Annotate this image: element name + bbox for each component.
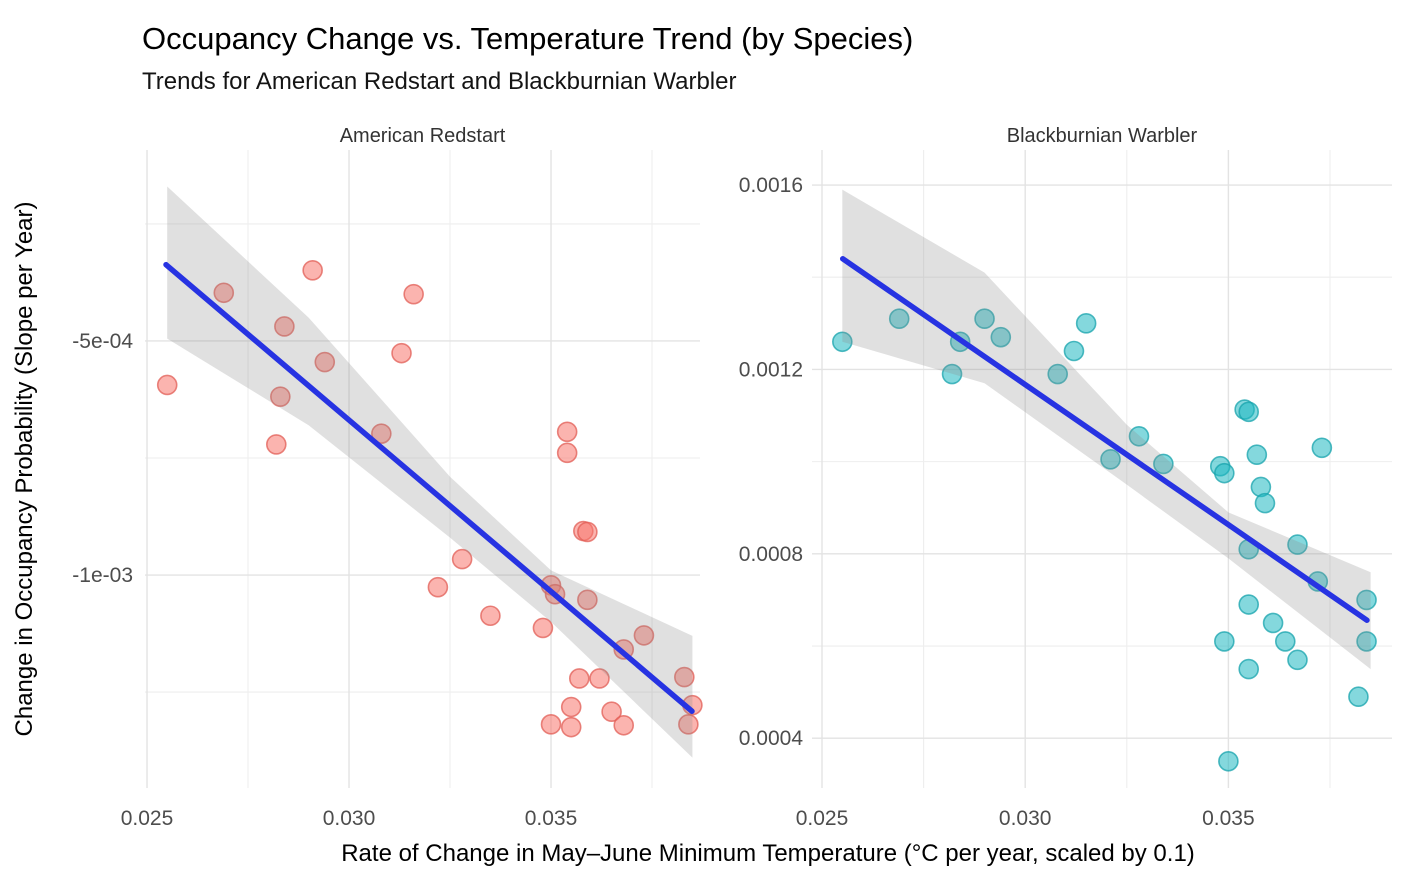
data-point — [451, 548, 473, 570]
y-axis-title: Change in Occupancy Probability (Slope p… — [11, 202, 38, 737]
data-point — [1128, 425, 1150, 447]
data-point — [974, 308, 995, 330]
data-point — [1311, 437, 1333, 459]
data-point — [1238, 658, 1260, 680]
data-point — [633, 625, 655, 646]
y-tick-label: 0.0012 — [739, 358, 803, 381]
x-tick-label: 0.035 — [1202, 807, 1255, 830]
data-point — [1254, 492, 1276, 514]
data-point — [403, 283, 424, 305]
data-point — [1153, 453, 1174, 475]
data-point — [888, 308, 910, 330]
data-point — [274, 316, 295, 337]
data-point — [1348, 686, 1369, 708]
data-point — [314, 351, 336, 373]
data-point — [568, 668, 590, 689]
data-point — [577, 521, 598, 543]
data-point — [678, 714, 699, 735]
facet-label: American Redstart — [340, 125, 506, 147]
data-point — [1262, 612, 1284, 634]
y-tick-label: 0.0004 — [739, 727, 804, 750]
data-point — [265, 434, 287, 455]
data-point — [532, 617, 554, 639]
data-point — [990, 326, 1012, 348]
data-point — [1356, 631, 1377, 652]
y-tick-label: -1e-03 — [72, 564, 133, 587]
confidence-ribbon — [842, 189, 1371, 670]
data-point — [1047, 363, 1069, 385]
trend-line — [839, 256, 1370, 623]
data-point — [601, 701, 622, 723]
data-point — [1246, 444, 1268, 466]
y-tick-label: 0.0016 — [739, 174, 803, 197]
data-point — [1218, 750, 1239, 772]
data-point — [270, 386, 291, 407]
data-point — [1214, 631, 1235, 652]
x-tick-label: 0.030 — [323, 807, 376, 830]
data-point — [302, 259, 323, 281]
x-tick-label: 0.025 — [796, 807, 849, 830]
data-point — [1100, 449, 1121, 470]
data-point — [1287, 534, 1308, 555]
facet-label: Blackburnian Warbler — [1007, 125, 1198, 147]
trend-line — [163, 261, 695, 714]
data-point — [577, 589, 598, 611]
data-point — [540, 714, 562, 735]
data-point — [427, 576, 449, 598]
data-point — [560, 696, 582, 718]
data-point — [1238, 401, 1260, 423]
data-point — [1356, 589, 1377, 611]
data-point — [1063, 340, 1085, 362]
data-point — [156, 374, 178, 396]
x-tick-label: 0.030 — [999, 807, 1052, 830]
data-point — [371, 423, 392, 444]
data-point — [941, 363, 963, 385]
x-tick-label: 0.035 — [525, 807, 578, 830]
y-tick-label: 0.0008 — [739, 543, 803, 566]
data-point — [1274, 631, 1296, 652]
data-point — [1214, 462, 1235, 484]
data-point — [556, 442, 578, 464]
data-point — [560, 716, 582, 738]
y-tick-label: -5e-04 — [72, 330, 133, 353]
data-point — [556, 421, 578, 443]
data-point — [391, 342, 412, 364]
chart-subtitle: Trends for American Redstart and Blackbu… — [142, 68, 736, 95]
data-point — [1238, 594, 1260, 615]
data-point — [1287, 649, 1308, 671]
data-point — [480, 605, 501, 627]
data-point — [213, 282, 235, 304]
data-point — [832, 331, 853, 353]
chart-title: Occupancy Change vs. Temperature Trend (… — [142, 21, 913, 56]
data-point — [1075, 313, 1097, 334]
data-point — [674, 666, 695, 688]
x-axis-title: Rate of Change in May–June Minimum Tempe… — [341, 840, 1195, 867]
data-point — [613, 714, 635, 736]
confidence-ribbon — [167, 186, 693, 758]
panel-group: American Redstart 0.025 0.030 0.035 -5e-04 -1… — [72, 125, 1392, 830]
data-point — [589, 668, 610, 689]
x-tick-label: 0.025 — [121, 807, 174, 830]
